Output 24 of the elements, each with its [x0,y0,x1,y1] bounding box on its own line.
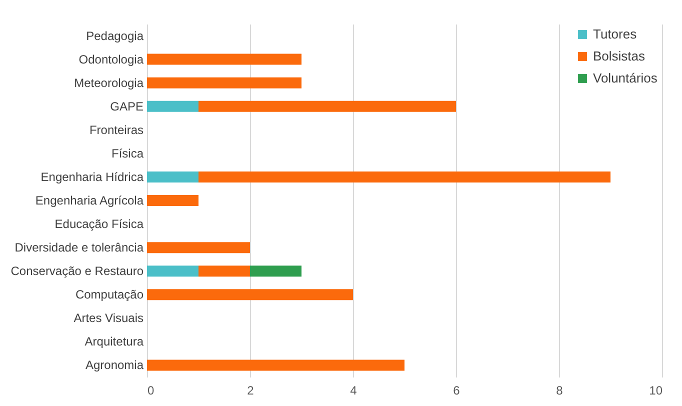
legend-label: Voluntários [593,70,658,86]
x-tick-label: 2 [247,384,254,398]
y-tick-label: Artes Visuais [74,311,144,326]
y-tick-label: Diversidade e tolerância [14,240,144,255]
y-tick-label: Pedagogia [86,28,144,43]
legend-label: Tutores [593,26,638,42]
y-tick-label: Fronteiras [89,122,144,137]
y-tick-label: Meteorologia [74,76,144,90]
y-tick-label: Conservação e Restauro [10,264,144,278]
y-tick-label: Computação [75,288,144,302]
x-tick-label: 4 [350,384,358,398]
legend-label: Bolsistas [593,48,646,64]
x-tick-label: 10 [649,384,663,398]
y-tick-label: Engenharia Hídrica [40,170,144,184]
y-tick-label: Engenharia Agrícola [35,194,144,208]
y-tick-label: Agronomia [85,358,144,372]
x-tick-label: 0 [148,384,154,398]
x-tick-label: 6 [453,384,460,398]
y-tick-label: Física [111,146,144,160]
y-tick-label: GAPE [110,99,144,114]
x-tick-label: 8 [556,384,564,398]
y-tick-label: Arquitetura [84,334,144,349]
y-tick-label: Educação Física [54,217,144,232]
y-tick-label: Odontologia [78,52,144,66]
